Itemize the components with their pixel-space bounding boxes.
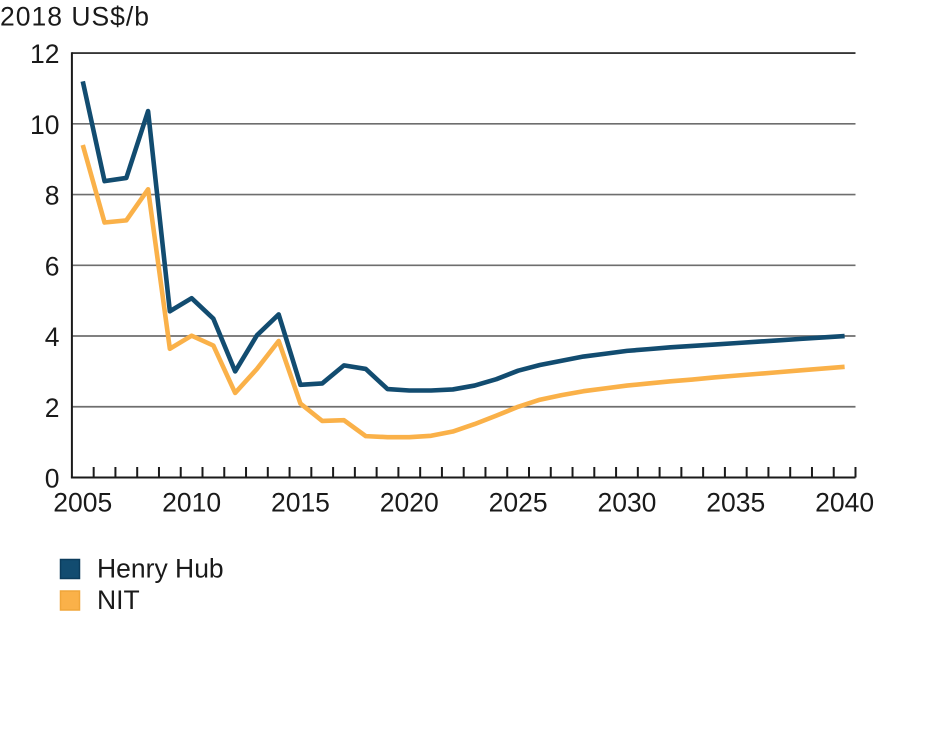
svg-text:2030: 2030 [597,487,656,517]
svg-text:2040: 2040 [815,487,874,517]
svg-text:NIT: NIT [97,585,140,615]
svg-text:2015: 2015 [271,487,330,517]
svg-text:2005: 2005 [53,487,112,517]
svg-text:2: 2 [45,393,60,423]
svg-text:2025: 2025 [489,487,548,517]
svg-text:2035: 2035 [706,487,765,517]
svg-text:10: 10 [30,110,59,140]
svg-text:0: 0 [45,464,60,494]
svg-text:8: 8 [45,181,60,211]
svg-text:12: 12 [30,39,59,69]
svg-text:Henry Hub: Henry Hub [97,554,224,584]
svg-text:4: 4 [45,322,60,352]
svg-text:6: 6 [45,251,60,281]
svg-text:2020: 2020 [380,487,439,517]
svg-text:2010: 2010 [162,487,221,517]
svg-text:2018 US$/b: 2018 US$/b [0,1,150,31]
